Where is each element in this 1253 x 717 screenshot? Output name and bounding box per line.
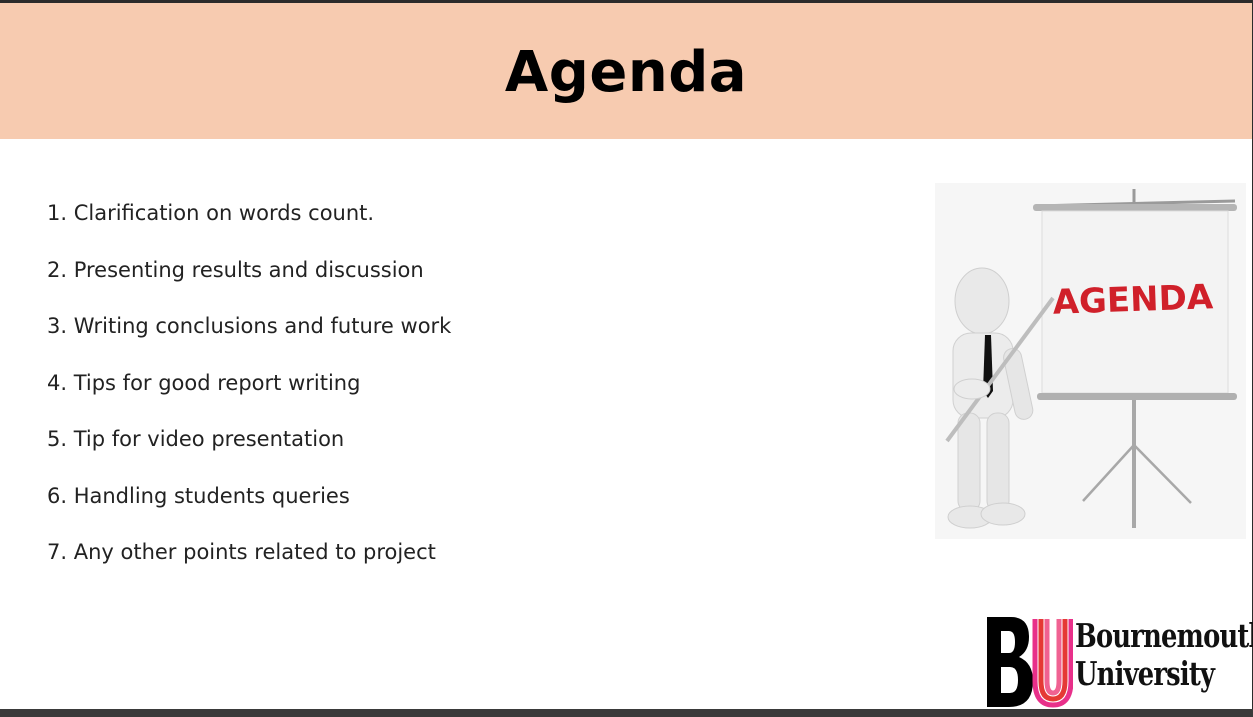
- agenda-item: 3. Writing conclusions and future work: [47, 314, 452, 338]
- agenda-item: 4. Tips for good report writing: [47, 370, 361, 395]
- bu-logo-mark: [987, 617, 1074, 708]
- agenda-item: 6. Handling students queries: [47, 483, 350, 508]
- logo-line-2: University: [1075, 654, 1215, 693]
- slide: Agenda 1. Clarification on words count. …: [0, 3, 1253, 709]
- bu-logo: Bournemouth University: [985, 615, 1253, 709]
- board-text: AGENDA: [1052, 277, 1214, 323]
- agenda-item: 1. Clarification on words count.: [47, 201, 375, 225]
- slide-title: Agenda: [504, 39, 748, 105]
- title-banner: Agenda: [0, 3, 1252, 139]
- window-bottom-bar: [0, 709, 1253, 717]
- logo-line-1: Bournemouth: [1075, 616, 1253, 655]
- presenter-illustration: AGENDA: [935, 183, 1246, 539]
- presenter-with-board-image: AGENDA: [945, 189, 1237, 529]
- agenda-list: 1. Clarification on words count. 2. Pres…: [47, 199, 451, 595]
- agenda-item: 2. Presenting results and discussion: [47, 257, 424, 282]
- agenda-item: 7. Any other points related to project: [47, 540, 436, 564]
- logo-wordmark: Bournemouth University: [1075, 617, 1253, 693]
- agenda-item: 5. Tip for video presentation: [47, 427, 345, 451]
